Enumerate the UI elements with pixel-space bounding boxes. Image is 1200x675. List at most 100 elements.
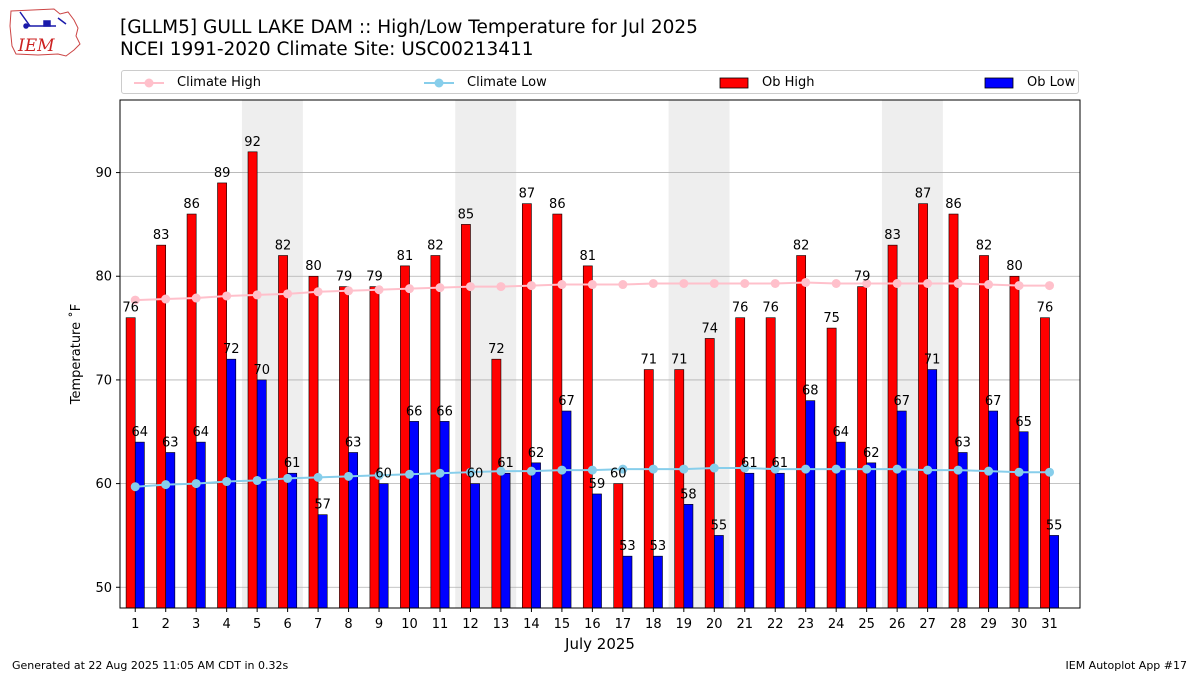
ob-low-label: 63: [345, 435, 362, 450]
y-axis-label: Temperature ˚F: [68, 304, 84, 405]
x-tick-label: 16: [584, 617, 601, 632]
climate-low-point: [1045, 467, 1055, 477]
ob-low-bar: [713, 535, 724, 609]
ob-high-label: 81: [580, 249, 597, 264]
climate-high-point: [953, 279, 963, 289]
ob-low-label: 72: [223, 342, 240, 357]
climate-high-point: [374, 285, 384, 295]
chart-title-line1: [GLLM5] GULL LAKE DAM :: High/Low Temper…: [120, 17, 698, 38]
x-tick-label: 1: [131, 617, 139, 632]
ob-high-bar: [369, 286, 380, 609]
x-tick-label: 28: [950, 617, 967, 632]
climate-low-point: [862, 464, 872, 474]
climate-low-point: [161, 480, 171, 490]
ob-high-bar: [308, 275, 319, 609]
climate-high-point: [1014, 281, 1024, 291]
climate-high-point: [831, 279, 841, 289]
ob-low-label: 70: [253, 363, 270, 378]
legend-ob-high-marker: [719, 77, 749, 89]
ob-low-bar: [774, 472, 785, 609]
ob-high-bar: [643, 369, 654, 609]
ob-high-label: 60: [610, 467, 627, 482]
ob-high-label: 83: [884, 228, 901, 243]
ob-low-label: 61: [772, 456, 789, 471]
climate-high-point: [709, 279, 719, 289]
x-tick-label: 14: [523, 617, 540, 632]
x-tick-label: 15: [554, 617, 571, 632]
climate-high-point: [435, 283, 445, 293]
climate-low-point: [405, 469, 415, 479]
x-tick-label: 7: [314, 617, 322, 632]
x-tick-label: 3: [192, 617, 200, 632]
ob-high-label: 79: [366, 270, 383, 285]
chart-legend: Climate High Climate Low Ob High Ob Low: [121, 70, 1079, 94]
x-tick-label: 25: [858, 617, 875, 632]
ob-low-label: 53: [619, 539, 636, 554]
ob-low-label: 62: [528, 446, 545, 461]
ob-high-bar: [186, 213, 197, 609]
ob-high-label: 76: [762, 301, 779, 316]
y-tick-label: 60: [95, 477, 112, 492]
x-tick-label: 19: [676, 617, 693, 632]
climate-high-point: [923, 279, 933, 289]
ob-high-bar: [491, 358, 502, 609]
ob-low-bar: [988, 410, 999, 609]
ob-high-bar: [400, 265, 410, 609]
climate-high-point: [587, 280, 597, 290]
y-tick-label: 90: [95, 166, 112, 181]
climate-low-point: [252, 475, 262, 485]
x-tick-label: 26: [889, 617, 906, 632]
ob-high-label: 81: [397, 249, 414, 264]
climate-high-point: [801, 277, 811, 287]
ob-high-bar: [521, 203, 532, 609]
x-tick-label: 23: [797, 617, 814, 632]
ob-high-label: 71: [671, 353, 688, 368]
x-tick-label: 21: [736, 617, 753, 632]
ob-low-label: 65: [1015, 415, 1032, 430]
climate-low-point: [770, 464, 780, 474]
x-tick-label: 6: [283, 617, 291, 632]
ob-high-label: 83: [153, 228, 170, 243]
ob-high-label: 76: [122, 301, 139, 316]
ob-low-bar: [256, 379, 267, 609]
ob-low-label: 63: [162, 435, 179, 450]
ob-low-label: 66: [436, 404, 453, 419]
climate-low-point: [283, 473, 293, 483]
climate-low-point: [344, 471, 354, 481]
legend-ob-high-label: Ob High: [762, 75, 815, 90]
footer-app: IEM Autoplot App #17: [1065, 659, 1188, 672]
climate-low-point: [892, 464, 902, 474]
x-tick-label: 10: [401, 617, 418, 632]
climate-high-point: [344, 286, 354, 296]
ob-high-label: 86: [183, 197, 200, 212]
ob-low-label: 67: [985, 394, 1002, 409]
ob-low-bar: [287, 472, 298, 609]
x-tick-label: 13: [493, 617, 510, 632]
climate-low-point: [313, 472, 323, 482]
x-tick-label: 29: [980, 617, 997, 632]
ob-low-bar: [744, 472, 755, 609]
climate-high-point: [984, 280, 994, 290]
ob-low-bar: [683, 504, 694, 609]
ob-low-bar: [805, 400, 816, 609]
ob-low-label: 64: [192, 425, 209, 440]
ob-high-label: 82: [275, 239, 292, 254]
climate-low-point: [740, 463, 750, 473]
climate-high-point: [679, 279, 689, 289]
ob-low-label: 58: [680, 487, 697, 502]
ob-high-bar: [1040, 317, 1050, 609]
climate-high-point: [740, 279, 750, 289]
ob-high-label: 87: [915, 187, 932, 202]
ob-high-label: 71: [640, 353, 657, 368]
legend-climate-high-label: Climate High: [177, 75, 262, 90]
footer-generated: Generated at 22 Aug 2025 11:05 AM CDT in…: [12, 659, 289, 672]
ob-low-label: 60: [375, 467, 392, 482]
x-tick-label: 31: [1041, 617, 1058, 632]
ob-low-bar: [896, 410, 907, 609]
x-tick-label: 4: [223, 617, 231, 632]
climate-high-point: [557, 280, 567, 290]
ob-high-label: 79: [336, 270, 353, 285]
ob-high-bar: [1009, 275, 1020, 609]
ob-low-label: 71: [924, 353, 941, 368]
climate-high-point: [618, 280, 628, 290]
